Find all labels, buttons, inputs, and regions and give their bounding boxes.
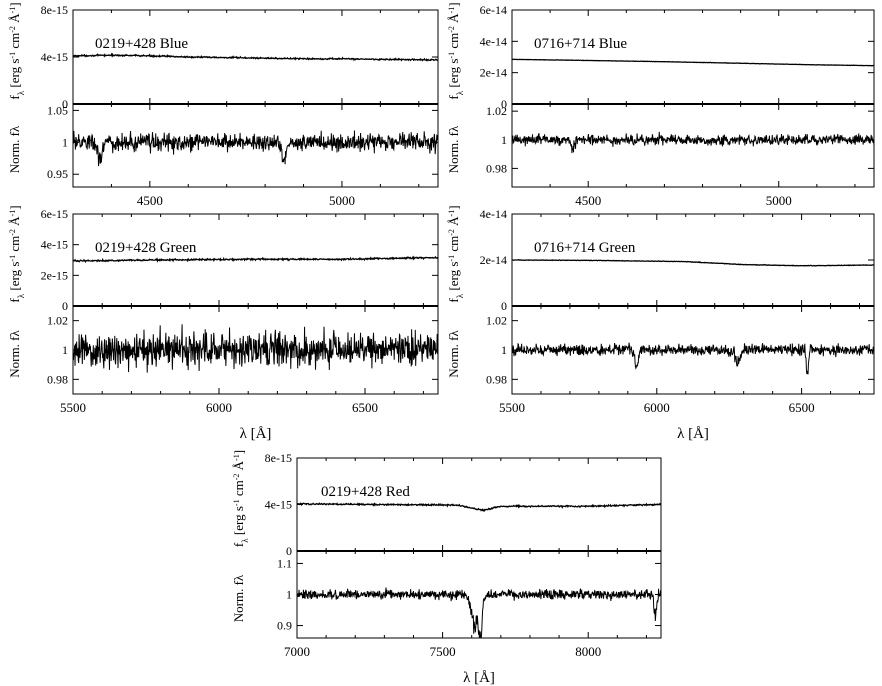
norm-y-axis-label: Norm. fλ	[446, 125, 461, 173]
normalized-spectrum-line	[511, 342, 875, 375]
flux-y-tick-label: 4e-15	[41, 238, 68, 252]
panel-title: 0716+714 Blue	[534, 36, 627, 52]
flux-spectrum-line	[72, 52, 439, 62]
x-tick-label: 5500	[499, 400, 525, 415]
norm-y-tick-label: 1.02	[47, 314, 68, 328]
panel-0219-blue: 4500 5000 0 4e-15 8e-15 0.95 1 1.05 0219+428 Blu…	[7, 2, 439, 208]
flux-y-tick-label: 4e-15	[265, 498, 292, 512]
panel-title: 0219+428 Blue	[95, 36, 188, 52]
flux-y-tick-label: 2e-14	[480, 66, 507, 80]
flux-spectrum-line	[296, 502, 662, 512]
flux-y-tick-label: 4e-15	[41, 50, 68, 64]
flux-spectrum-line	[511, 58, 875, 67]
flux-spectrum-line	[72, 255, 439, 263]
norm-y-tick-label: 1.1	[277, 556, 292, 570]
panel-0219-green: 5500 6000 6500 0 2e-15 4e-15 6e-15 0.98 1 1.02 021…	[7, 205, 439, 442]
panel-0716-blue: 4500 5000 0 2e-14 4e-14 6e-14 0.98 1 1.02 0716+71…	[446, 2, 875, 208]
flux-y-tick-label: 0	[62, 97, 68, 111]
norm-y-tick-label: 1	[62, 343, 68, 357]
norm-y-tick-label: 1.05	[47, 103, 68, 117]
x-tick-label: 6500	[352, 400, 378, 415]
flux-y-tick-label: 0	[286, 544, 292, 558]
norm-y-tick-label: 1.02	[486, 104, 507, 118]
panel-frame	[511, 9, 875, 188]
norm-y-tick-label: 1.02	[486, 314, 507, 328]
x-tick-label: 5000	[766, 193, 792, 208]
panel-frame	[72, 9, 439, 188]
flux-y-tick-label: 8e-15	[41, 3, 68, 17]
flux-y-tick-label: 2e-15	[41, 268, 68, 282]
x-tick-label: 7500	[430, 644, 456, 659]
panel-0219-red: 7000 7500 8000 0 4e-15 8e-15 0.9 1 1.1 0219+428 R…	[231, 450, 662, 686]
x-tick-label: 5500	[60, 400, 86, 415]
x-axis-label: λ [Å]	[463, 670, 495, 686]
norm-y-tick-label: 0.98	[486, 161, 507, 175]
normalized-spectrum-line	[72, 324, 439, 373]
x-tick-label: 7000	[284, 644, 310, 659]
panel-0716-green: 5500 6000 6500 0 2e-14 4e-14 0.98 1 1.02 0716+714…	[446, 205, 875, 442]
x-tick-label: 6000	[644, 400, 670, 415]
norm-y-axis-label: Norm. fλ	[7, 330, 22, 378]
x-axis-label: λ [Å]	[677, 426, 709, 442]
flux-y-tick-label: 2e-14	[480, 253, 507, 267]
norm-y-tick-label: 1	[501, 133, 507, 147]
flux-y-tick-label: 6e-14	[480, 3, 507, 17]
flux-y-axis-label: fλ [erg s-1 cm-2 Å-1]	[446, 205, 465, 302]
flux-y-axis-label: fλ [erg s-1 cm-2 Å-1]	[446, 2, 465, 99]
flux-y-tick-label: 0	[62, 299, 68, 313]
flux-y-tick-label: 6e-15	[41, 207, 68, 221]
normalized-spectrum-line	[511, 131, 875, 154]
normalized-spectrum-line	[72, 130, 439, 167]
panel-title: 0716+714 Green	[534, 240, 636, 256]
norm-y-tick-label: 0.95	[47, 167, 68, 181]
panel-title: 0219+428 Red	[321, 484, 410, 500]
norm-y-tick-label: 0.98	[47, 372, 68, 386]
x-axis-label: λ [Å]	[240, 426, 272, 442]
flux-y-axis-label: fλ [erg s-1 cm-2 Å-1]	[7, 205, 26, 302]
norm-y-tick-label: 1	[501, 343, 507, 357]
x-tick-label: 4500	[137, 193, 163, 208]
norm-y-axis-label: Norm. fλ	[446, 330, 461, 378]
panel-title: 0219+428 Green	[95, 240, 197, 256]
x-tick-label: 6500	[789, 400, 815, 415]
flux-y-tick-label: 4e-14	[480, 207, 507, 221]
flux-y-tick-label: 8e-15	[265, 451, 292, 465]
norm-y-tick-label: 1	[62, 135, 68, 149]
flux-y-tick-label: 4e-14	[480, 34, 507, 48]
x-tick-label: 8000	[575, 644, 601, 659]
normalized-spectrum-line	[296, 587, 662, 639]
flux-y-tick-label: 0	[501, 299, 507, 313]
flux-y-axis-label: fλ [erg s-1 cm-2 Å-1]	[7, 2, 26, 99]
x-tick-label: 4500	[575, 193, 601, 208]
flux-y-tick-label: 0	[501, 97, 507, 111]
x-tick-label: 6000	[206, 400, 232, 415]
norm-y-tick-label: 1	[286, 588, 292, 602]
norm-y-tick-label: 0.9	[277, 619, 292, 633]
flux-y-axis-label: fλ [erg s-1 cm-2 Å-1]	[231, 450, 250, 547]
norm-y-axis-label: Norm. fλ	[231, 574, 246, 622]
norm-y-axis-label: Norm. fλ	[7, 125, 22, 173]
x-tick-label: 5000	[329, 193, 355, 208]
norm-y-tick-label: 0.98	[486, 372, 507, 386]
flux-spectrum-line	[511, 259, 875, 267]
